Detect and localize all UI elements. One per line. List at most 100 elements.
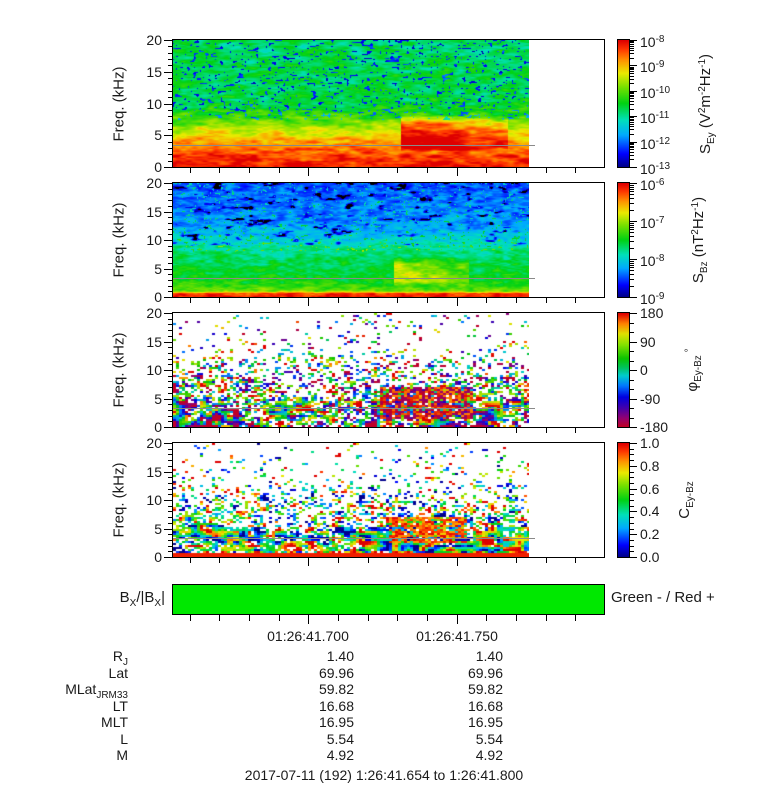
time-tick bbox=[397, 428, 398, 433]
marker-line-s_ey bbox=[173, 145, 535, 146]
cb-minor-tick bbox=[630, 69, 634, 70]
cb-minor-tick bbox=[630, 122, 634, 123]
freq-tick bbox=[168, 359, 172, 360]
time-tick bbox=[190, 615, 191, 621]
cb-minor-tick bbox=[630, 261, 634, 262]
cb-minor-tick bbox=[630, 223, 634, 224]
time-tick bbox=[219, 558, 220, 563]
colorbar-s_bz bbox=[618, 183, 629, 297]
cb-tick bbox=[630, 167, 637, 168]
cb-minor-tick bbox=[630, 241, 634, 242]
time-tick bbox=[279, 615, 280, 621]
freq-tick bbox=[164, 40, 172, 41]
time-tick bbox=[516, 168, 517, 173]
time-tick bbox=[546, 428, 547, 433]
freq-tick bbox=[168, 148, 172, 149]
cb-minor-tick bbox=[630, 323, 634, 324]
cb-minor-tick bbox=[630, 500, 634, 501]
cb-minor-tick bbox=[630, 92, 634, 93]
time-tick bbox=[338, 428, 339, 433]
time-tick bbox=[249, 168, 250, 173]
freq-tick bbox=[168, 142, 172, 143]
cb-tick-label: 10-9 bbox=[640, 59, 665, 75]
eph-value: 1.40 bbox=[326, 648, 354, 664]
time-tick bbox=[486, 298, 487, 303]
cb-minor-tick bbox=[630, 83, 634, 84]
cb-minor-tick bbox=[630, 68, 634, 69]
eph-value: 16.95 bbox=[467, 714, 503, 730]
time-tick bbox=[338, 298, 339, 303]
freq-tick bbox=[168, 291, 172, 292]
spectrogram-s_bz[interactable] bbox=[173, 183, 529, 297]
cb-minor-tick bbox=[630, 494, 634, 495]
cb-minor-tick bbox=[630, 129, 634, 130]
freq-axis-label-phi_ey_bz: Freq. (kHz) bbox=[110, 332, 128, 408]
cb-minor-tick bbox=[630, 194, 634, 195]
cb-minor-tick bbox=[630, 286, 634, 287]
cb-minor-tick bbox=[630, 361, 634, 362]
freq-tick bbox=[168, 286, 172, 287]
freq-tick bbox=[168, 546, 172, 547]
time-tick bbox=[486, 558, 487, 563]
time-tick bbox=[338, 558, 339, 563]
cb-minor-tick bbox=[630, 267, 634, 268]
freq-tick bbox=[168, 59, 172, 60]
freq-tick-label: 15 bbox=[146, 204, 162, 220]
freq-tick bbox=[168, 416, 172, 417]
freq-tick-label: 10 bbox=[146, 96, 162, 112]
freq-tick bbox=[168, 217, 172, 218]
freq-tick bbox=[168, 410, 172, 411]
freq-tick-label: 0 bbox=[154, 419, 162, 435]
freq-tick-label: 10 bbox=[146, 492, 162, 508]
cb-tick bbox=[630, 443, 637, 444]
freq-tick bbox=[168, 206, 172, 207]
cb-minor-tick bbox=[630, 50, 634, 51]
cb-minor-tick bbox=[630, 225, 634, 226]
freq-tick bbox=[168, 324, 172, 325]
cb-minor-tick bbox=[630, 95, 634, 96]
time-tick bbox=[486, 615, 487, 621]
freq-tick bbox=[168, 404, 172, 405]
eph-value: 59.82 bbox=[318, 681, 354, 697]
cb-minor-tick bbox=[630, 98, 634, 99]
cb-minor-tick bbox=[630, 460, 634, 461]
cb-minor-tick bbox=[630, 198, 634, 199]
cb-tick-label: 10-9 bbox=[640, 291, 665, 307]
freq-tick bbox=[168, 336, 172, 337]
time-tick bbox=[368, 298, 369, 303]
marker-line-s_bz bbox=[173, 278, 535, 279]
cb-tick-label: 10-8 bbox=[640, 253, 665, 269]
time-tick bbox=[575, 615, 576, 621]
spectrogram-phi_ey_bz[interactable] bbox=[173, 313, 529, 427]
cb-tick bbox=[630, 557, 637, 558]
time-tick bbox=[249, 615, 250, 621]
eph-value: 4.92 bbox=[326, 747, 354, 763]
cb-minor-tick bbox=[630, 104, 634, 105]
spectrogram-s_ey[interactable] bbox=[173, 40, 529, 167]
cb-minor-tick bbox=[630, 210, 634, 211]
freq-tick-label: 5 bbox=[154, 261, 162, 277]
spectrogram-c_ey_bz[interactable] bbox=[173, 443, 529, 557]
freq-tick bbox=[164, 183, 172, 184]
freq-tick bbox=[168, 53, 172, 54]
cb-tick bbox=[630, 116, 637, 117]
freq-tick-label: 15 bbox=[146, 334, 162, 350]
freq-tick bbox=[168, 65, 172, 66]
freq-tick bbox=[168, 364, 172, 365]
footer-caption: 2017-07-11 (192) 1:26:41.654 to 1:26:41.… bbox=[244, 767, 524, 783]
freq-tick bbox=[168, 523, 172, 524]
cb-minor-tick bbox=[630, 477, 634, 478]
time-tick bbox=[575, 428, 576, 433]
freq-tick bbox=[168, 78, 172, 79]
cb-minor-tick bbox=[630, 189, 634, 190]
cb-tick-label: 90 bbox=[640, 334, 656, 350]
colorbar-label-phi_ey_bz: φEy-Bz ° bbox=[684, 348, 704, 392]
freq-tick bbox=[168, 540, 172, 541]
time-tick bbox=[457, 615, 458, 624]
cb-tick-label: 10-13 bbox=[640, 161, 671, 177]
eph-label: LT bbox=[112, 698, 128, 714]
cb-minor-tick bbox=[630, 380, 634, 381]
time-tick bbox=[397, 168, 398, 173]
eph-label: MLT bbox=[101, 714, 128, 730]
